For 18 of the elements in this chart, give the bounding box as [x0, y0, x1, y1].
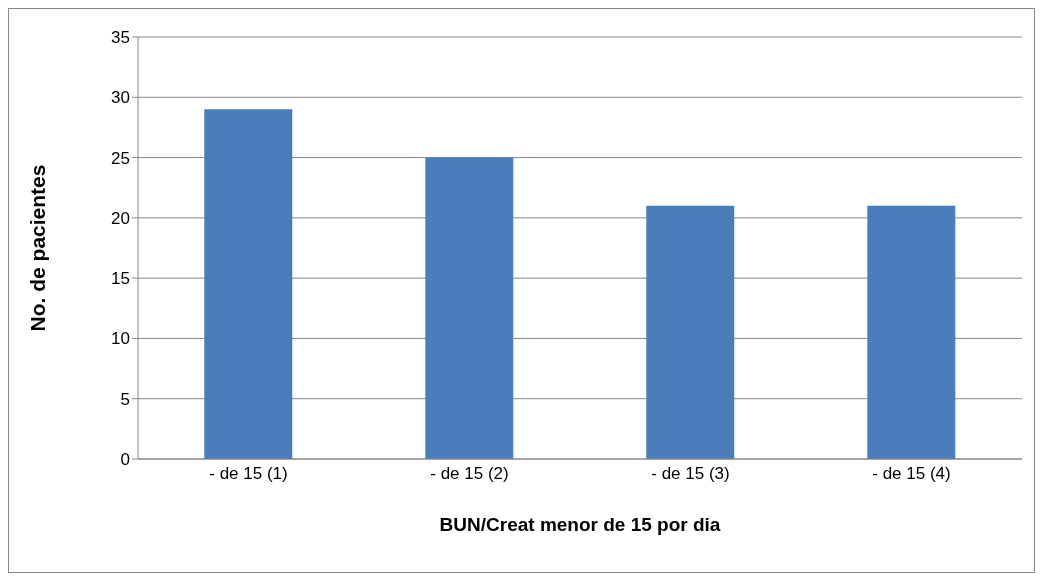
y-tick-label: 15 [111, 269, 130, 289]
y-tick-label: 10 [111, 329, 130, 349]
bar [204, 109, 293, 459]
bar [425, 157, 514, 459]
bar [646, 205, 735, 459]
y-tick-label: 5 [120, 389, 130, 409]
y-axis-title: No. de pacientes [26, 164, 50, 332]
y-tick-label: 0 [120, 450, 130, 470]
x-tick-label: - de 15 (1) [209, 464, 288, 484]
y-tick-label: 30 [111, 88, 130, 108]
y-tick-label: 20 [111, 208, 130, 228]
bar [867, 205, 956, 459]
x-tick-label: - de 15 (2) [430, 464, 509, 484]
x-tick-label: - de 15 (3) [651, 464, 730, 484]
y-tick-label: 25 [111, 148, 130, 168]
x-tick-label: - de 15 (4) [872, 464, 951, 484]
y-tick-label: 35 [111, 28, 130, 48]
x-axis-title: BUN/Creat menor de 15 por dia [439, 514, 721, 535]
